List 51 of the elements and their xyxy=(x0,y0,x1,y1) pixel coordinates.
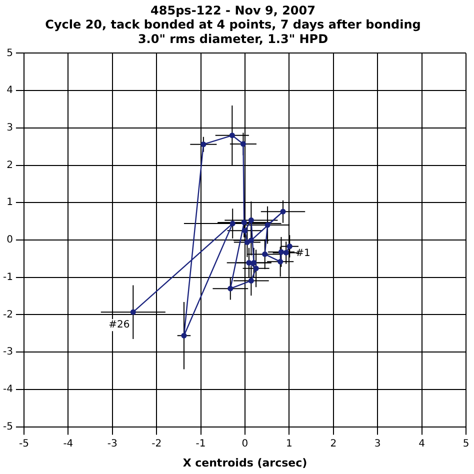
y-tick-label: 5 xyxy=(6,48,13,59)
point xyxy=(230,220,236,226)
point xyxy=(280,208,286,214)
annotation: #26 xyxy=(108,320,130,331)
point xyxy=(241,220,247,226)
x-tick-label: 3 xyxy=(374,438,381,450)
text: 485ps-122 - Nov 9, 2007 xyxy=(150,3,316,18)
point xyxy=(286,244,292,250)
point xyxy=(228,286,234,292)
text: 3.0" rms diameter, 1.3" HPD xyxy=(138,32,328,46)
text: Cycle 20, tack bonded at 4 points, 7 days after bonding xyxy=(45,18,421,32)
point xyxy=(200,142,206,148)
point xyxy=(253,266,259,272)
point xyxy=(251,260,257,266)
x-tick-label: -5 xyxy=(18,438,29,450)
y-tick-label: 4 xyxy=(6,85,13,96)
y-tick-label: -2 xyxy=(2,309,13,320)
y-tick-label: -4 xyxy=(2,384,13,396)
point xyxy=(181,332,187,338)
x-tick-label: -4 xyxy=(63,438,74,450)
point xyxy=(278,249,284,255)
point xyxy=(248,238,254,244)
point xyxy=(229,132,235,138)
y-tick-label: 1 xyxy=(6,197,13,208)
x-axis-title: X centroids (arcsec) xyxy=(182,456,308,470)
x-tick-label: -3 xyxy=(107,438,118,450)
y-tick-label: -5 xyxy=(2,421,13,432)
y-tick-label: -1 xyxy=(2,272,13,283)
x-tick-label: 1 xyxy=(286,438,292,450)
annotation: #1 xyxy=(296,248,310,259)
x-tick-label: 5 xyxy=(462,438,470,450)
point xyxy=(248,278,254,284)
point xyxy=(264,222,270,228)
point xyxy=(240,141,246,147)
x-tick-label: -1 xyxy=(196,438,206,450)
point xyxy=(262,251,268,257)
point xyxy=(246,260,252,266)
point xyxy=(244,239,250,246)
y-tick-label: 0 xyxy=(6,234,13,246)
y-tick-label: -3 xyxy=(2,346,13,358)
point xyxy=(248,217,254,223)
point xyxy=(278,258,284,264)
x-tick-label: 4 xyxy=(418,438,425,450)
y-tick-label: 2 xyxy=(6,160,13,171)
x-tick-label: 2 xyxy=(330,438,337,450)
y-tick-label: 3 xyxy=(6,122,13,134)
point xyxy=(242,228,248,234)
x-tick-label: 0 xyxy=(242,438,248,450)
point xyxy=(130,309,136,315)
x-tick-label: -2 xyxy=(152,438,162,450)
point xyxy=(283,250,289,256)
